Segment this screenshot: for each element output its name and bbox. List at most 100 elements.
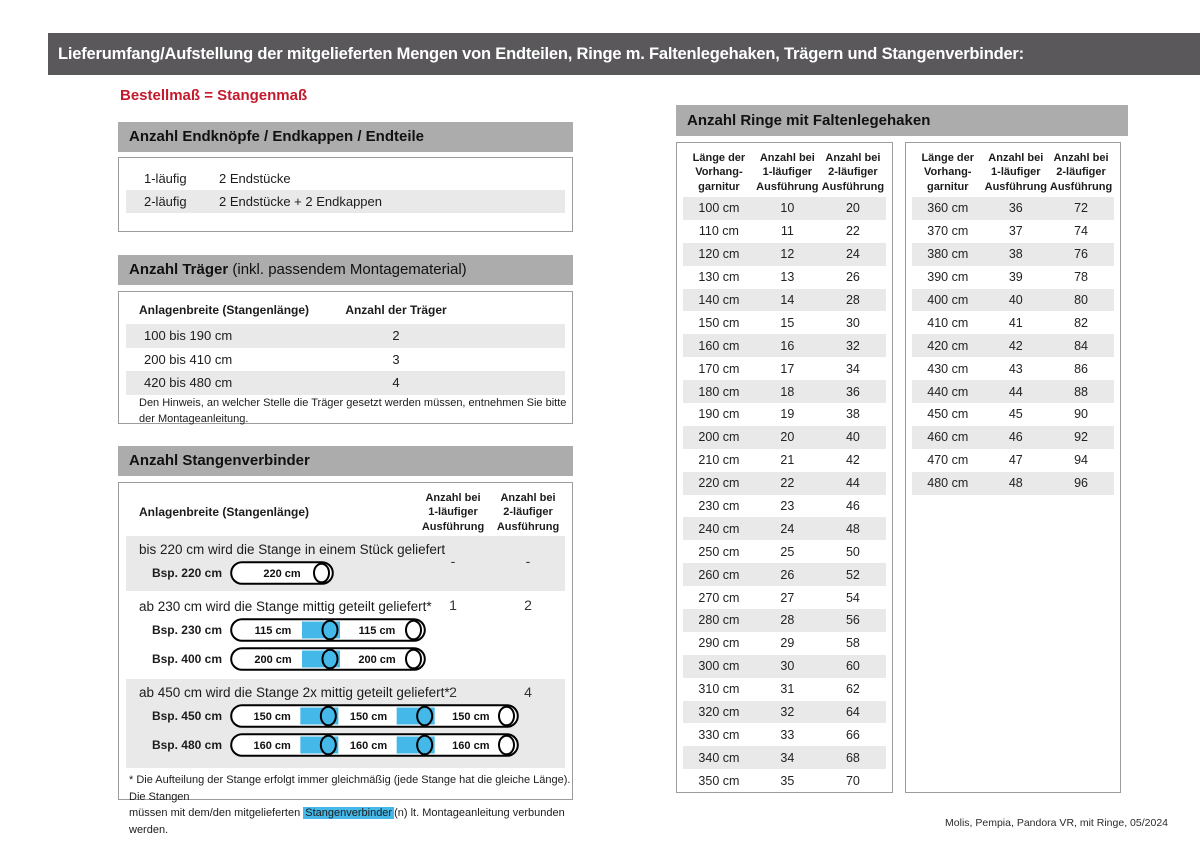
ring-table-row: 430 cm 43 86 <box>912 357 1114 380</box>
ring-cell: 72 <box>1074 201 1088 216</box>
rod-segment-length: 150 cm <box>452 711 490 723</box>
ring-cell: 26 <box>845 270 860 285</box>
traeger-row: 420 bis 480 cm 4 <box>126 371 565 395</box>
ring-cell: 470 cm <box>927 453 969 468</box>
ring-table-row: 440 cm 44 88 <box>912 380 1114 404</box>
ring-table-row: 180 cm 18 36 <box>683 380 886 404</box>
verbinder-row-text: ab 450 cm wird die Stange 2x mittig gete… <box>139 685 450 700</box>
ring-cell: 88 <box>1074 384 1088 399</box>
ring-cell: 37 <box>1008 224 1023 239</box>
ring-table-row: 410 cm 41 82 <box>912 311 1114 334</box>
connector-highlight <box>302 650 340 668</box>
document-footer: Molis, Pempia, Pandora VR, mit Ringe, 05… <box>945 817 1168 829</box>
ring-cell: 82 <box>1074 315 1088 330</box>
section-header-endteile-label: Anzahl Endknöpfe / Endkappen / Endteile <box>129 128 425 145</box>
ring-cell: 30 <box>780 659 795 674</box>
rod-segment-length: 150 cm <box>254 711 292 723</box>
verbinder-row: ab 450 cm wird die Stange 2x mittig gete… <box>126 679 565 768</box>
ring-cell: 370 cm <box>927 224 969 239</box>
ring-table-row: 290 cm 29 58 <box>683 632 886 655</box>
verbinder-row-text: ab 230 cm wird die Stange mittig geteilt… <box>139 599 432 614</box>
rod-diagrams: Bsp. 220 cm 220 cm <box>130 561 334 590</box>
traeger-range: 200 bis 410 cm <box>144 351 233 367</box>
verbinder-value-1run: - <box>450 553 456 569</box>
connector-highlight <box>300 707 339 725</box>
verbinder-col-header-2run: Anzahl bei 2-läufiger Ausführung <box>496 492 560 533</box>
ring-table-row: 310 cm 31 62 <box>683 678 886 701</box>
ring-cell: 64 <box>845 705 860 720</box>
ring-table-row: 460 cm 46 92 <box>912 425 1114 449</box>
ring-table-row: 280 cm 28 56 <box>683 609 886 632</box>
ring-cell: 250 cm <box>698 544 740 559</box>
verbinder-footnote: * Die Aufteilung der Stange erfolgt imme… <box>129 772 571 838</box>
connector-highlight <box>302 621 340 639</box>
page-title-bar: Lieferumfang/Aufstellung der mitgeliefer… <box>48 33 1200 75</box>
connector-highlight <box>300 736 339 754</box>
ring-cell: 24 <box>845 247 860 262</box>
verbinder-row-text: bis 220 cm wird die Stange in einem Stüc… <box>139 542 446 557</box>
ring-cell: 130 cm <box>698 270 740 285</box>
ring-cell: 16 <box>780 338 795 353</box>
rod-example-label: Bsp. 220 cm <box>151 566 222 580</box>
ring-cell: 28 <box>780 613 795 628</box>
ring-cell: 14 <box>780 293 795 307</box>
ring-cell: 24 <box>780 521 795 536</box>
ring-table-row: 230 cm 23 46 <box>683 495 886 518</box>
ring-cell: 300 cm <box>698 659 740 674</box>
ring-cell: 160 cm <box>698 338 740 353</box>
ring-table-row: 130 cm 13 26 <box>683 266 886 289</box>
ring-col-header: Anzahl bei 2-läufiger Ausführung <box>1049 152 1113 193</box>
ring-cell: 60 <box>845 659 860 674</box>
rod-example-label: Bsp. 400 cm <box>151 652 222 666</box>
ring-cell: 32 <box>780 705 795 720</box>
rod-diagram: Bsp. 480 cm 160 cm 160 cm 160 cm <box>130 733 519 757</box>
ring-table-row: 270 cm 27 54 <box>683 586 886 609</box>
ring-cell: 46 <box>1008 430 1023 445</box>
ring-table-row: 360 cm 36 72 <box>912 197 1114 220</box>
rod-shape: 150 cm 150 cm 150 cm <box>230 704 519 728</box>
ring-cell: 32 <box>845 338 860 353</box>
traeger-range: 420 bis 480 cm <box>144 375 233 390</box>
ring-cell: 13 <box>780 270 795 285</box>
ring-cell: 460 cm <box>927 430 969 445</box>
ring-cell: 76 <box>1074 247 1088 262</box>
ring-cell: 78 <box>1074 270 1088 285</box>
traeger-count: 2 <box>392 328 400 343</box>
rod-segment-length: 200 cm <box>254 654 292 666</box>
verbinder-row: bis 220 cm wird die Stange in einem Stüc… <box>126 536 565 591</box>
ring-table-row: 470 cm 47 94 <box>912 449 1114 472</box>
ring-cell: 39 <box>1008 270 1023 285</box>
ring-table-row: 320 cm 32 64 <box>683 700 886 724</box>
ring-table-row: 140 cm 14 28 <box>683 288 886 312</box>
rod-segment-length: 160 cm <box>254 740 292 752</box>
rod-segment-length: 115 cm <box>359 625 396 637</box>
ring-cell: 80 <box>1074 293 1088 307</box>
ring-table-row: 400 cm 40 80 <box>912 288 1114 312</box>
ring-table-row: 110 cm 11 22 <box>683 220 886 243</box>
ring-cell: 280 cm <box>698 613 740 628</box>
ring-cell: 21 <box>780 453 795 468</box>
ring-col-header: Anzahl bei 2-läufiger Ausführung <box>821 152 885 193</box>
rod-segment-length: 150 cm <box>350 711 388 723</box>
ring-cell: 390 cm <box>927 270 969 285</box>
ring-cell: 290 cm <box>698 636 740 651</box>
verbinder-value-1run: 2 <box>449 684 457 700</box>
ring-table-row: 380 cm 38 76 <box>912 242 1114 266</box>
traeger-rows: 100 bis 190 cm 2 200 bis 410 cm 3 420 bis 48… <box>126 324 565 395</box>
traeger-note: Den Hinweis, an welcher Stelle die Träge… <box>139 397 567 425</box>
rod-shape: 200 cm 200 cm <box>230 647 426 671</box>
ring-cell: 340 cm <box>698 750 740 765</box>
section-header-traeger-normal: (inkl. passendem Montagematerial) <box>228 261 467 278</box>
ring-cell: 35 <box>780 773 795 788</box>
ring-table-row: 240 cm 24 48 <box>683 517 886 541</box>
endteile-row: 2-läufig 2 Endstücke + 2 Endkappen <box>126 190 565 213</box>
ring-cell: 420 cm <box>927 338 969 353</box>
ring-cell: 170 cm <box>698 361 740 376</box>
ring-table-header: Länge der Vorhang- garnitur Anzahl bei 1-… <box>912 143 1114 197</box>
ring-cell: 44 <box>1008 384 1023 399</box>
ring-cell: 230 cm <box>698 499 740 514</box>
verbinder-value-1run: 1 <box>449 597 457 613</box>
ring-cell: 430 cm <box>927 361 969 376</box>
ring-cell: 11 <box>780 224 794 239</box>
